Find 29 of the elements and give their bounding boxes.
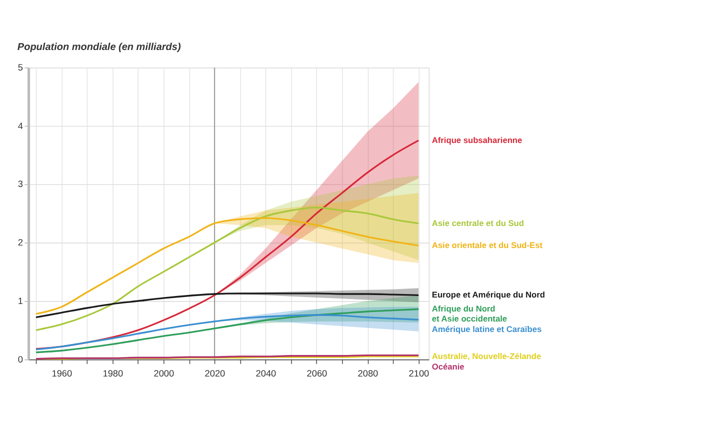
line-series: [35, 308, 420, 354]
line-series: [35, 140, 420, 350]
line-series: [35, 314, 420, 350]
x-tick-label: 2100: [408, 368, 430, 378]
y-tick-label: 4: [18, 120, 23, 131]
x-tick-label: 1960: [52, 368, 72, 378]
line-series: [35, 206, 420, 332]
line-series: [35, 292, 420, 318]
series-label: Asie centrale et du Sud: [432, 218, 524, 228]
series-label: Amérique latine et Caraïbes: [432, 324, 542, 334]
line-series: [35, 217, 420, 315]
y-tick-label: 1: [18, 296, 23, 306]
y-tick-label: 3: [18, 179, 23, 190]
y-tick-label: 0: [18, 354, 23, 364]
chart-title: Population mondiale (en milliards): [17, 42, 182, 53]
x-tick-label: 2080: [358, 368, 378, 378]
x-tick-label: 2020: [204, 368, 226, 378]
x-tick-label: 2000: [154, 368, 174, 378]
series-label: Australie, Nouvelle-Zélande: [432, 350, 542, 361]
x-tick-label: 2040: [256, 368, 276, 378]
y-tick-label: 5: [18, 62, 23, 72]
x-tick-label: 2060: [306, 368, 328, 378]
x-tick-label: 1980: [102, 368, 124, 378]
series-label: Afrique subsaharienne: [432, 134, 522, 145]
series-label: Océanie: [432, 361, 465, 372]
series-label: Europe et Amérique du Nord: [432, 290, 545, 300]
series-label: Afrique du Nord et Asie occidentale: [432, 304, 508, 324]
series-label: Asie orientale et du Sud-Est: [432, 240, 543, 250]
y-tick-label: 2: [18, 238, 23, 248]
